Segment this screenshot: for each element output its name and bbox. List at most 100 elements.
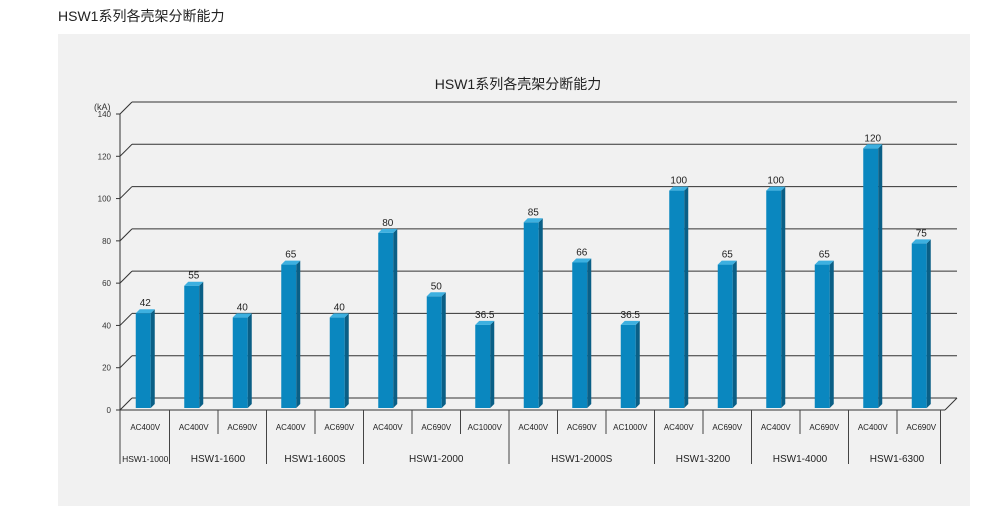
bar-top: [911, 239, 931, 244]
bar-side: [926, 239, 931, 408]
page-heading: HSW1系列各壳架分断能力: [58, 8, 225, 24]
x-voltage-label: AC690V: [227, 423, 257, 432]
x-voltage-label: AC400V: [179, 423, 209, 432]
bar: [911, 243, 927, 408]
x-voltage-label: AC400V: [664, 423, 694, 432]
bar-side: [150, 309, 155, 408]
bar-side: [684, 186, 689, 408]
bar-top: [135, 309, 155, 314]
y-tick-label: 60: [102, 279, 111, 288]
bar-side: [490, 320, 495, 408]
grid-diagonal: [119, 186, 133, 199]
bar-side: [441, 292, 446, 408]
bar-top: [620, 320, 640, 325]
x-voltage-label: AC690V: [421, 423, 451, 432]
bar-top: [281, 260, 301, 265]
grid-diagonal: [119, 143, 133, 157]
x-voltage-label: AC690V: [712, 423, 742, 432]
bar-side: [247, 313, 252, 408]
chart-panel: HSW1系列各壳架分断能力 (kA) 0 20 40 60 80 100 120 140 42…: [58, 34, 970, 506]
bar-value-label: 85: [528, 207, 540, 218]
y-tick-label: 20: [102, 364, 111, 373]
bar: [766, 190, 782, 408]
bars: 42 55 40 65 40 80 50 36.5 85 66 36.5 100 65 100 65 120 7…: [135, 133, 931, 408]
y-axis-unit: (kA): [94, 102, 111, 112]
bar-top: [523, 218, 543, 223]
bar-top: [426, 292, 446, 297]
bar-chart: HSW1系列各壳架分断能力 (kA) 0 20 40 60 80 100 120 140 42…: [94, 76, 958, 465]
bar-side: [829, 260, 834, 408]
x-group-label: HSW1-2000: [409, 454, 464, 465]
x-group-label: HSW1-1000: [122, 454, 169, 464]
bar: [814, 264, 830, 408]
bar-top: [863, 144, 883, 149]
bar-side: [587, 258, 592, 408]
chart-title: HSW1系列各壳架分断能力: [435, 76, 601, 92]
bar: [863, 148, 879, 408]
bar-value-label: 100: [767, 176, 784, 187]
x-voltage-label: AC400V: [518, 423, 548, 432]
bar-value-label: 42: [140, 298, 152, 309]
bar: [475, 324, 491, 408]
bar-top: [717, 260, 737, 265]
y-tick-label: 100: [98, 195, 112, 204]
bar: [232, 317, 248, 408]
bar-side: [635, 320, 640, 408]
bar-side: [878, 144, 883, 408]
bar-side: [781, 186, 786, 408]
bar-value-label: 65: [722, 250, 734, 261]
bar-value-label: 65: [819, 250, 831, 261]
x-voltage-label: AC690V: [324, 423, 354, 432]
bar: [426, 296, 442, 408]
bar-value-label: 40: [334, 302, 346, 313]
y-axis: 0 20 40 60 80 100 120 140: [98, 110, 121, 415]
bar-value-label: 120: [864, 133, 881, 144]
bar: [572, 262, 588, 408]
y-tick-label: 40: [102, 321, 111, 330]
bar-top: [766, 186, 786, 191]
x-voltage-label: AC400V: [130, 423, 160, 432]
bar-value-label: 40: [237, 302, 249, 313]
x-group-label: HSW1-3200: [676, 454, 731, 465]
bar-top: [232, 313, 252, 318]
bar-value-label: 36.5: [475, 310, 495, 321]
bar-value-label: 75: [916, 228, 928, 239]
bar-value-label: 80: [382, 218, 394, 229]
bar: [669, 190, 685, 408]
grid-diagonal: [119, 228, 133, 242]
y-tick-label: 0: [107, 406, 112, 415]
y-tick-label: 120: [98, 152, 112, 161]
x-voltage-label: AC690V: [567, 423, 597, 432]
bar-top: [572, 258, 592, 263]
bar-top: [378, 228, 398, 233]
x-voltage-label: AC1000V: [613, 423, 648, 432]
x-group-label: HSW1-1600: [191, 454, 246, 465]
bar-value-label: 50: [431, 281, 443, 292]
bar-top: [814, 260, 834, 265]
grid-diagonal: [119, 270, 133, 284]
bar-side: [538, 218, 543, 408]
x-voltage-label: AC400V: [276, 423, 306, 432]
bar-top: [184, 281, 204, 286]
y-tick-label: 80: [102, 237, 111, 246]
grid-diagonal: [119, 313, 133, 326]
x-group-label: HSW1-6300: [870, 454, 925, 465]
bar-side: [296, 260, 301, 408]
y-tick-label: 140: [98, 110, 112, 119]
bar-side: [393, 228, 398, 408]
bar: [523, 222, 539, 408]
x-voltage-label: AC400V: [761, 423, 791, 432]
bar-value-label: 36.5: [621, 310, 641, 321]
floor-right-edge: [944, 397, 958, 411]
grid-diagonal: [119, 101, 133, 115]
x-voltage-label: AC690V: [809, 423, 839, 432]
grid-diagonal: [119, 355, 133, 369]
bar-side: [732, 260, 737, 408]
x-voltage-label: AC1000V: [468, 423, 503, 432]
bar-value-label: 66: [576, 247, 588, 258]
bar-side: [344, 313, 349, 408]
bar: [184, 285, 200, 408]
bar-top: [329, 313, 349, 318]
bar: [620, 324, 636, 408]
bar-top: [475, 320, 495, 325]
